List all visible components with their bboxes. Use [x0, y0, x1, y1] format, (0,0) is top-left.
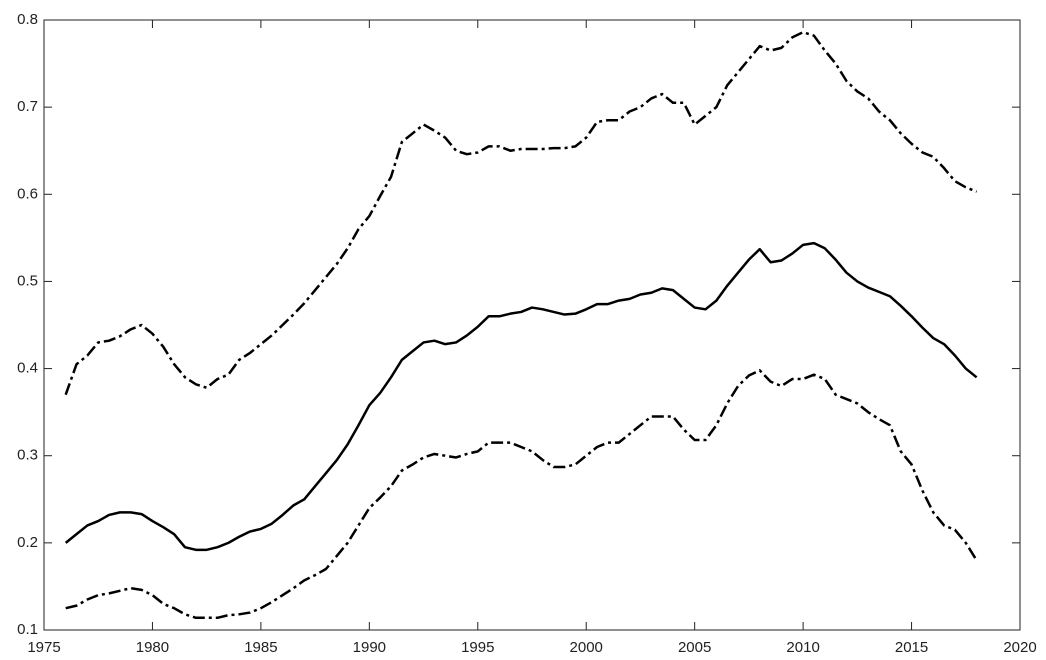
y-tick-label: 0.4	[17, 360, 38, 377]
x-tick-label: 1995	[461, 639, 494, 656]
y-tick-label: 0.6	[17, 185, 38, 202]
x-tick-label: 1990	[353, 639, 386, 656]
plot-frame	[43, 19, 1021, 631]
x-tick-label: 2020	[1003, 639, 1036, 656]
x-tick-label: 1985	[244, 639, 277, 656]
x-tick-label: 1975	[27, 639, 60, 656]
y-tick-label: 0.8	[17, 11, 38, 28]
y-tick-label: 0.1	[17, 621, 38, 638]
y-tick-label: 0.7	[17, 98, 38, 115]
y-tick-label: 0.2	[17, 534, 38, 551]
data-line	[65, 369, 978, 620]
x-tick-label: 2010	[786, 639, 819, 656]
x-tick-label: 2015	[895, 639, 928, 656]
data-line	[64, 241, 978, 552]
y-tick-label: 0.5	[17, 272, 38, 289]
x-tick-label: 1980	[136, 639, 169, 656]
x-tick-label: 2005	[678, 639, 711, 656]
y-tick-label: 0.3	[17, 447, 38, 464]
x-tick-label: 2000	[570, 639, 603, 656]
data-line	[64, 30, 978, 396]
